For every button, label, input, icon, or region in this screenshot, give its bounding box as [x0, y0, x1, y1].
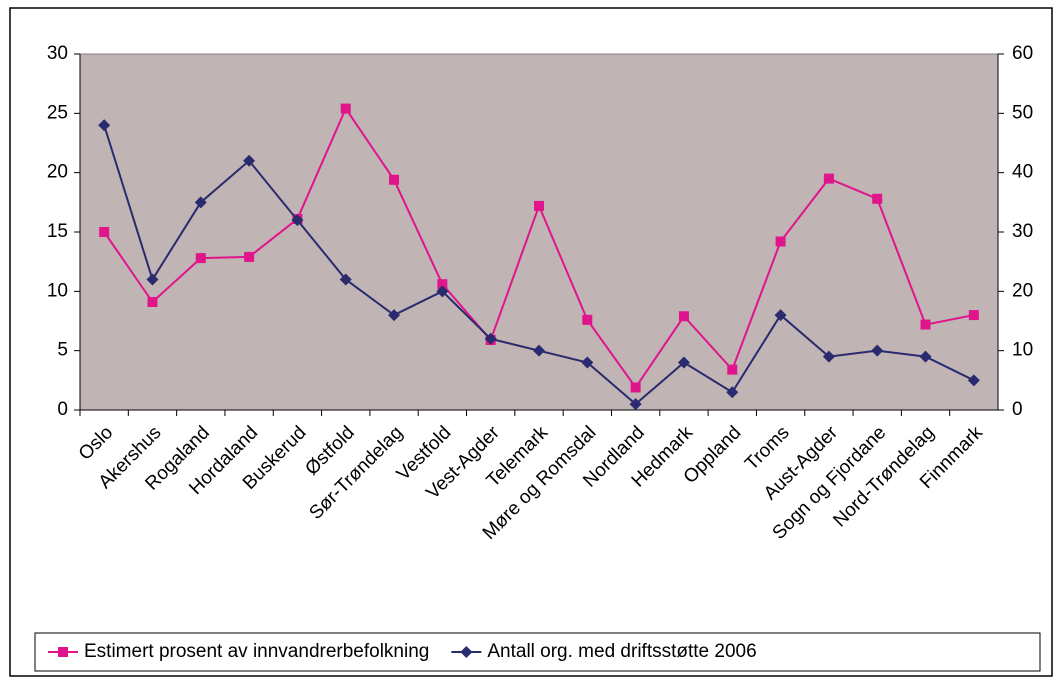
point	[823, 173, 834, 184]
legend-marker	[58, 647, 68, 657]
point	[967, 374, 980, 387]
y-tick-label: 30	[47, 43, 68, 64]
point	[582, 314, 593, 325]
point	[99, 227, 110, 237]
point	[968, 310, 979, 321]
y-tick-label: 10	[47, 280, 68, 301]
y-tick-label: 0	[57, 399, 68, 420]
point	[436, 285, 449, 298]
point	[388, 309, 401, 322]
y2-tick-label: 10	[1012, 340, 1033, 361]
y-tick-label: 5	[57, 340, 68, 361]
y2-tick-label: 50	[1012, 102, 1033, 123]
point	[340, 103, 351, 114]
legend-label: Antall org. med driftsstøtte 2006	[487, 641, 756, 662]
point	[437, 279, 448, 290]
y-tick-label: 20	[47, 162, 68, 183]
point	[389, 174, 400, 185]
point	[726, 386, 739, 399]
point	[291, 214, 304, 227]
point	[822, 350, 835, 363]
point	[533, 344, 545, 357]
legend-marker	[460, 646, 473, 658]
point	[774, 309, 787, 322]
point	[920, 319, 931, 330]
y-tick-label: 15	[47, 221, 68, 242]
point	[630, 382, 641, 393]
y-tick-label: 25	[47, 102, 68, 123]
point	[919, 350, 932, 363]
legend-label: Estimert prosent av innvandrerbefolkning	[84, 641, 429, 662]
y2-tick-label: 20	[1012, 280, 1033, 301]
point	[629, 398, 642, 411]
point	[727, 364, 738, 375]
y2-tick-label: 40	[1012, 162, 1033, 183]
point	[243, 154, 256, 167]
point	[195, 253, 206, 264]
point	[775, 236, 786, 247]
y2-tick-label: 60	[1012, 43, 1033, 64]
y2-tick-label: 30	[1012, 221, 1033, 242]
point	[194, 196, 207, 209]
point	[872, 193, 883, 204]
point	[484, 332, 497, 345]
point	[534, 200, 544, 211]
point	[678, 311, 689, 322]
point	[339, 273, 352, 286]
legend-box	[34, 632, 1041, 672]
point	[871, 344, 884, 357]
point	[677, 356, 690, 369]
point	[147, 297, 158, 308]
y2-tick-label: 0	[1012, 399, 1023, 420]
point	[146, 273, 159, 286]
point	[98, 119, 111, 132]
point	[581, 356, 594, 369]
point	[244, 251, 255, 262]
